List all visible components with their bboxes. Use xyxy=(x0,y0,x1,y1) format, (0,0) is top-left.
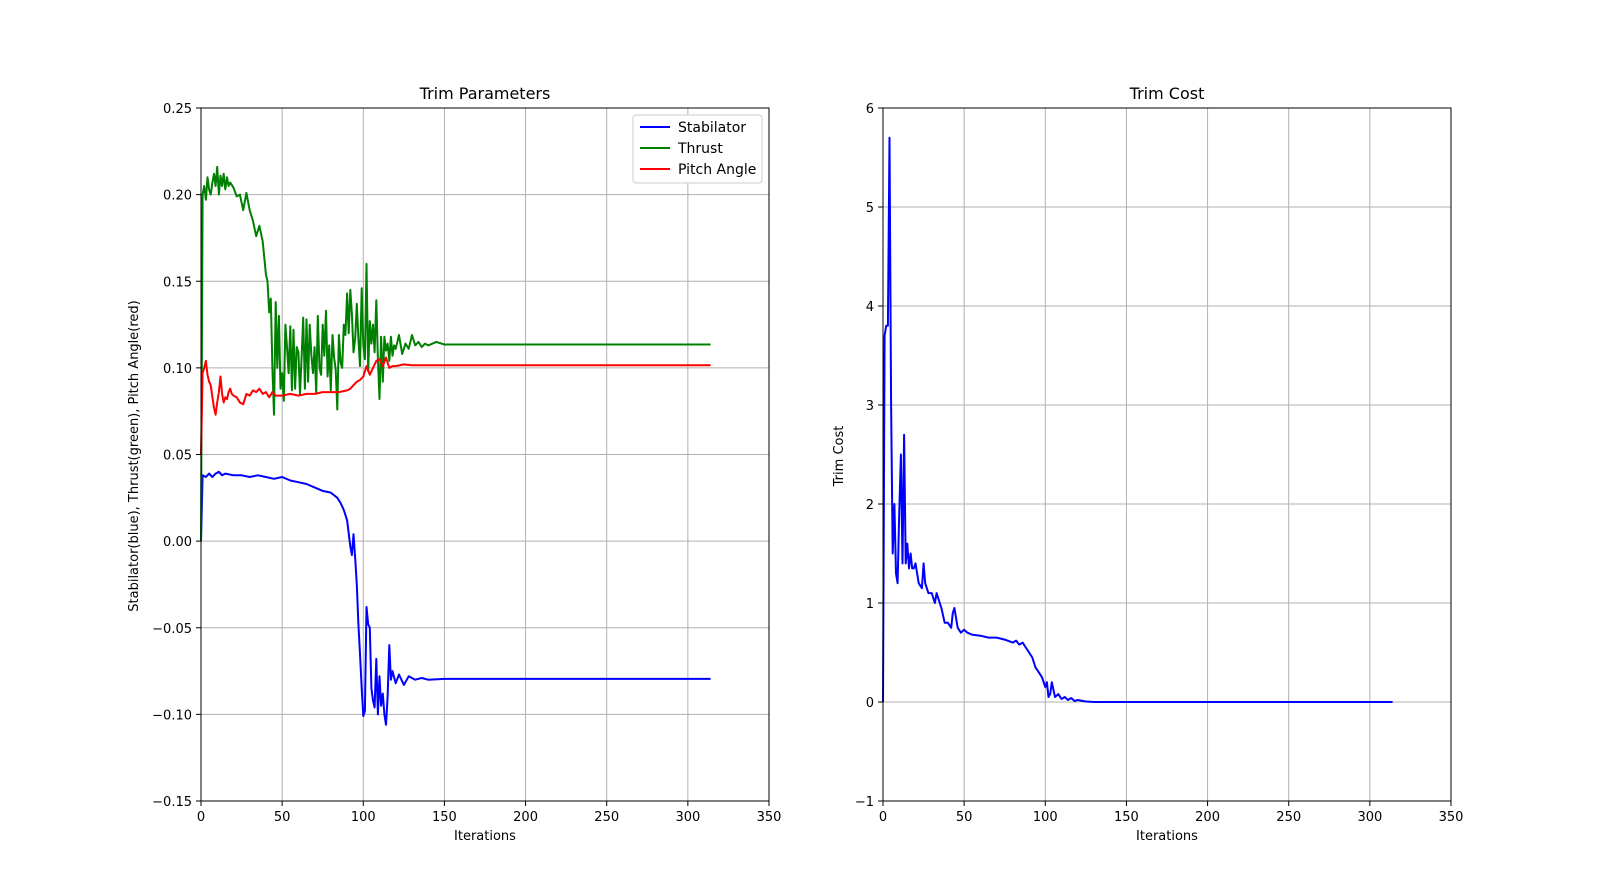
chart-title: Trim Parameters xyxy=(419,84,551,103)
x-tick-label: 300 xyxy=(1357,810,1382,825)
x-tick-label: 100 xyxy=(1033,810,1058,825)
x-tick-label: 200 xyxy=(513,810,538,825)
series-lines xyxy=(200,165,711,726)
trim-cost-chart: Trim Cost Iterations Trim Cost 0 50 100 150… xyxy=(832,84,1463,844)
series-line-thrust xyxy=(200,165,711,542)
y-tick-label: 1 xyxy=(866,597,874,612)
y-tick-label: 0.25 xyxy=(163,102,192,117)
y-tick-label: −1 xyxy=(855,795,874,810)
y-tick-label: 0.20 xyxy=(163,189,192,204)
x-tick-label: 250 xyxy=(594,810,619,825)
series-line-trim-cost xyxy=(882,136,1393,703)
x-axis-label: Iterations xyxy=(454,829,516,844)
y-tick-label: 4 xyxy=(866,300,874,315)
tick-labels: 0 50 100 150 200 250 300 350 −0.15 −0.10 −0.05 0.00… xyxy=(152,102,781,825)
trim-parameters-chart: Trim Parameters Iterations Stabilator(bl… xyxy=(127,84,781,844)
x-tick-label: 150 xyxy=(1114,810,1139,825)
legend-label-stabilator: Stabilator xyxy=(678,120,746,136)
x-tick-label: 150 xyxy=(432,810,457,825)
series-lines xyxy=(882,136,1393,703)
series-line-pitch-angle xyxy=(200,356,711,455)
y-tick-label: 0.15 xyxy=(163,275,192,290)
chart-title: Trim Cost xyxy=(1129,84,1205,103)
x-tick-label: 100 xyxy=(351,810,376,825)
y-tick-label: 0.10 xyxy=(163,362,192,377)
legend: Stabilator Thrust Pitch Angle xyxy=(632,114,763,184)
y-axis-label: Stabilator(blue), Thrust(green), Pitch A… xyxy=(127,300,142,611)
x-tick-label: 250 xyxy=(1276,810,1301,825)
x-tick-label: 50 xyxy=(956,810,973,825)
legend-label-thrust: Thrust xyxy=(677,141,723,157)
y-axis-label: Trim Cost xyxy=(832,426,847,488)
y-tick-label: 0.00 xyxy=(163,535,192,550)
legend-box xyxy=(632,114,763,184)
legend-label-pitch-angle: Pitch Angle xyxy=(678,162,756,178)
y-tick-label: 0 xyxy=(866,696,874,711)
y-tick-label: −0.05 xyxy=(152,622,192,637)
x-tick-label: 300 xyxy=(675,810,700,825)
x-axis-label: Iterations xyxy=(1136,829,1198,844)
tick-labels: 0 50 100 150 200 250 300 350 −1 0 1 2 3 4 5 6 xyxy=(855,102,1464,825)
series-line-stabilator xyxy=(200,470,711,726)
x-tick-label: 350 xyxy=(1439,810,1464,825)
y-tick-label: −0.15 xyxy=(152,795,192,810)
plot-frame xyxy=(882,107,1452,802)
x-tick-label: 350 xyxy=(757,810,782,825)
x-tick-label: 0 xyxy=(197,810,205,825)
x-tick-label: 0 xyxy=(879,810,887,825)
y-tick-label: 2 xyxy=(866,498,874,513)
y-tick-label: 6 xyxy=(866,102,874,117)
y-tick-label: −0.10 xyxy=(152,708,192,723)
y-tick-label: 5 xyxy=(866,201,874,216)
y-tick-label: 0.05 xyxy=(163,449,192,464)
x-tick-label: 50 xyxy=(274,810,291,825)
y-tick-label: 3 xyxy=(866,399,874,414)
x-tick-label: 200 xyxy=(1195,810,1220,825)
